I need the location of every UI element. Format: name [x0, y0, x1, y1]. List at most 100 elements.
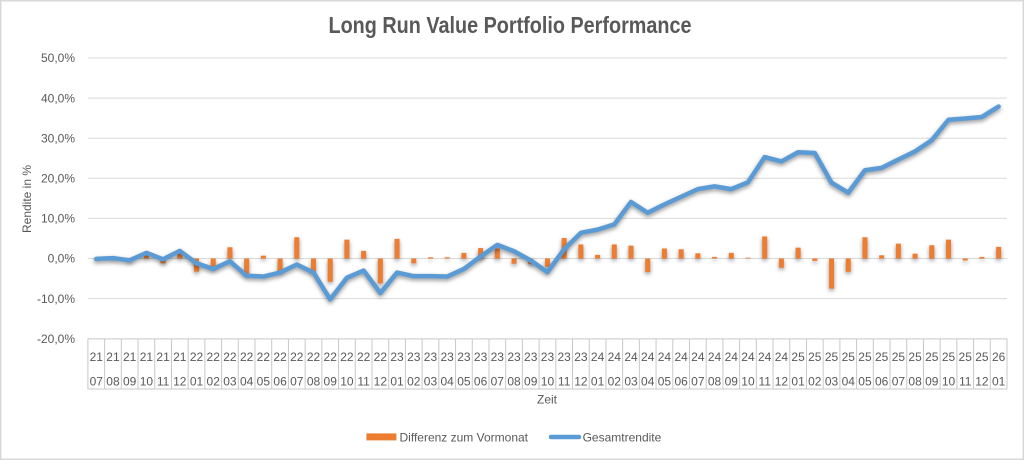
svg-text:06: 06: [674, 374, 688, 388]
svg-text:03: 03: [424, 374, 438, 388]
svg-text:24: 24: [725, 350, 739, 364]
svg-text:03: 03: [624, 374, 638, 388]
svg-text:24: 24: [658, 350, 672, 364]
svg-text:07: 07: [691, 374, 705, 388]
svg-text:10: 10: [140, 374, 154, 388]
svg-text:22: 22: [374, 350, 388, 364]
svg-text:05: 05: [457, 374, 471, 388]
svg-text:01: 01: [390, 374, 404, 388]
svg-text:21: 21: [140, 350, 154, 364]
svg-text:11: 11: [758, 374, 771, 388]
svg-text:Long Run Value Portfolio Perfo: Long Run Value Portfolio Performance: [329, 12, 692, 38]
svg-text:23: 23: [390, 350, 404, 364]
svg-text:07: 07: [892, 374, 906, 388]
svg-text:01: 01: [791, 374, 805, 388]
svg-text:-10,0%: -10,0%: [37, 292, 75, 306]
svg-text:04: 04: [441, 374, 455, 388]
svg-text:25: 25: [908, 350, 922, 364]
svg-text:09: 09: [725, 374, 739, 388]
svg-text:04: 04: [641, 374, 655, 388]
svg-text:25: 25: [892, 350, 906, 364]
svg-text:25: 25: [858, 350, 872, 364]
svg-text:24: 24: [674, 350, 688, 364]
svg-text:24: 24: [708, 350, 722, 364]
svg-text:21: 21: [90, 350, 104, 364]
svg-text:25: 25: [925, 350, 939, 364]
svg-text:05: 05: [858, 374, 872, 388]
svg-text:22: 22: [290, 350, 304, 364]
svg-text:02: 02: [407, 374, 421, 388]
svg-text:12: 12: [173, 374, 187, 388]
svg-text:21: 21: [156, 350, 170, 364]
svg-text:25: 25: [959, 350, 973, 364]
svg-text:26: 26: [992, 350, 1006, 364]
svg-text:40,0%: 40,0%: [41, 91, 75, 105]
svg-text:07: 07: [90, 374, 104, 388]
svg-text:12: 12: [775, 374, 789, 388]
svg-text:24: 24: [608, 350, 622, 364]
svg-text:20,0%: 20,0%: [41, 172, 75, 186]
svg-text:02: 02: [608, 374, 622, 388]
svg-text:03: 03: [825, 374, 839, 388]
svg-text:11: 11: [959, 374, 972, 388]
svg-text:05: 05: [658, 374, 672, 388]
svg-text:09: 09: [524, 374, 538, 388]
svg-text:25: 25: [825, 350, 839, 364]
svg-text:01: 01: [591, 374, 605, 388]
svg-text:25: 25: [842, 350, 856, 364]
svg-text:03: 03: [223, 374, 237, 388]
svg-text:08: 08: [307, 374, 321, 388]
svg-text:Rendite in %: Rendite in %: [20, 165, 34, 233]
svg-text:30,0%: 30,0%: [41, 131, 75, 145]
svg-text:07: 07: [491, 374, 505, 388]
svg-text:Zeit: Zeit: [537, 393, 558, 407]
svg-text:09: 09: [925, 374, 939, 388]
svg-text:25: 25: [808, 350, 822, 364]
svg-text:09: 09: [123, 374, 137, 388]
svg-text:24: 24: [741, 350, 755, 364]
svg-text:21: 21: [173, 350, 187, 364]
svg-text:07: 07: [290, 374, 304, 388]
svg-text:22: 22: [190, 350, 204, 364]
svg-text:06: 06: [273, 374, 287, 388]
svg-text:04: 04: [240, 374, 254, 388]
svg-text:22: 22: [223, 350, 237, 364]
svg-text:12: 12: [374, 374, 388, 388]
svg-text:22: 22: [240, 350, 254, 364]
svg-text:08: 08: [106, 374, 120, 388]
svg-text:24: 24: [691, 350, 705, 364]
svg-text:11: 11: [558, 374, 571, 388]
svg-text:11: 11: [357, 374, 370, 388]
svg-text:22: 22: [257, 350, 271, 364]
svg-text:10: 10: [340, 374, 354, 388]
svg-text:22: 22: [207, 350, 221, 364]
svg-text:22: 22: [340, 350, 354, 364]
svg-text:10: 10: [942, 374, 956, 388]
svg-text:21: 21: [106, 350, 120, 364]
svg-text:24: 24: [758, 350, 772, 364]
svg-text:22: 22: [273, 350, 287, 364]
svg-text:05: 05: [257, 374, 271, 388]
svg-text:22: 22: [357, 350, 371, 364]
svg-text:25: 25: [791, 350, 805, 364]
svg-text:23: 23: [407, 350, 421, 364]
svg-text:23: 23: [507, 350, 521, 364]
svg-text:23: 23: [457, 350, 471, 364]
svg-text:22: 22: [307, 350, 321, 364]
svg-text:02: 02: [207, 374, 221, 388]
svg-text:50,0%: 50,0%: [41, 51, 75, 65]
svg-text:12: 12: [975, 374, 989, 388]
svg-text:12: 12: [574, 374, 588, 388]
svg-text:Gesamtrendite: Gesamtrendite: [583, 430, 662, 444]
svg-text:06: 06: [875, 374, 889, 388]
svg-text:25: 25: [975, 350, 989, 364]
svg-text:23: 23: [574, 350, 588, 364]
svg-text:23: 23: [441, 350, 455, 364]
svg-text:0,0%: 0,0%: [48, 252, 76, 266]
svg-text:04: 04: [842, 374, 856, 388]
svg-text:02: 02: [808, 374, 822, 388]
svg-text:24: 24: [624, 350, 638, 364]
svg-text:22: 22: [324, 350, 338, 364]
svg-text:-20,0%: -20,0%: [37, 332, 75, 346]
svg-text:11: 11: [157, 374, 170, 388]
